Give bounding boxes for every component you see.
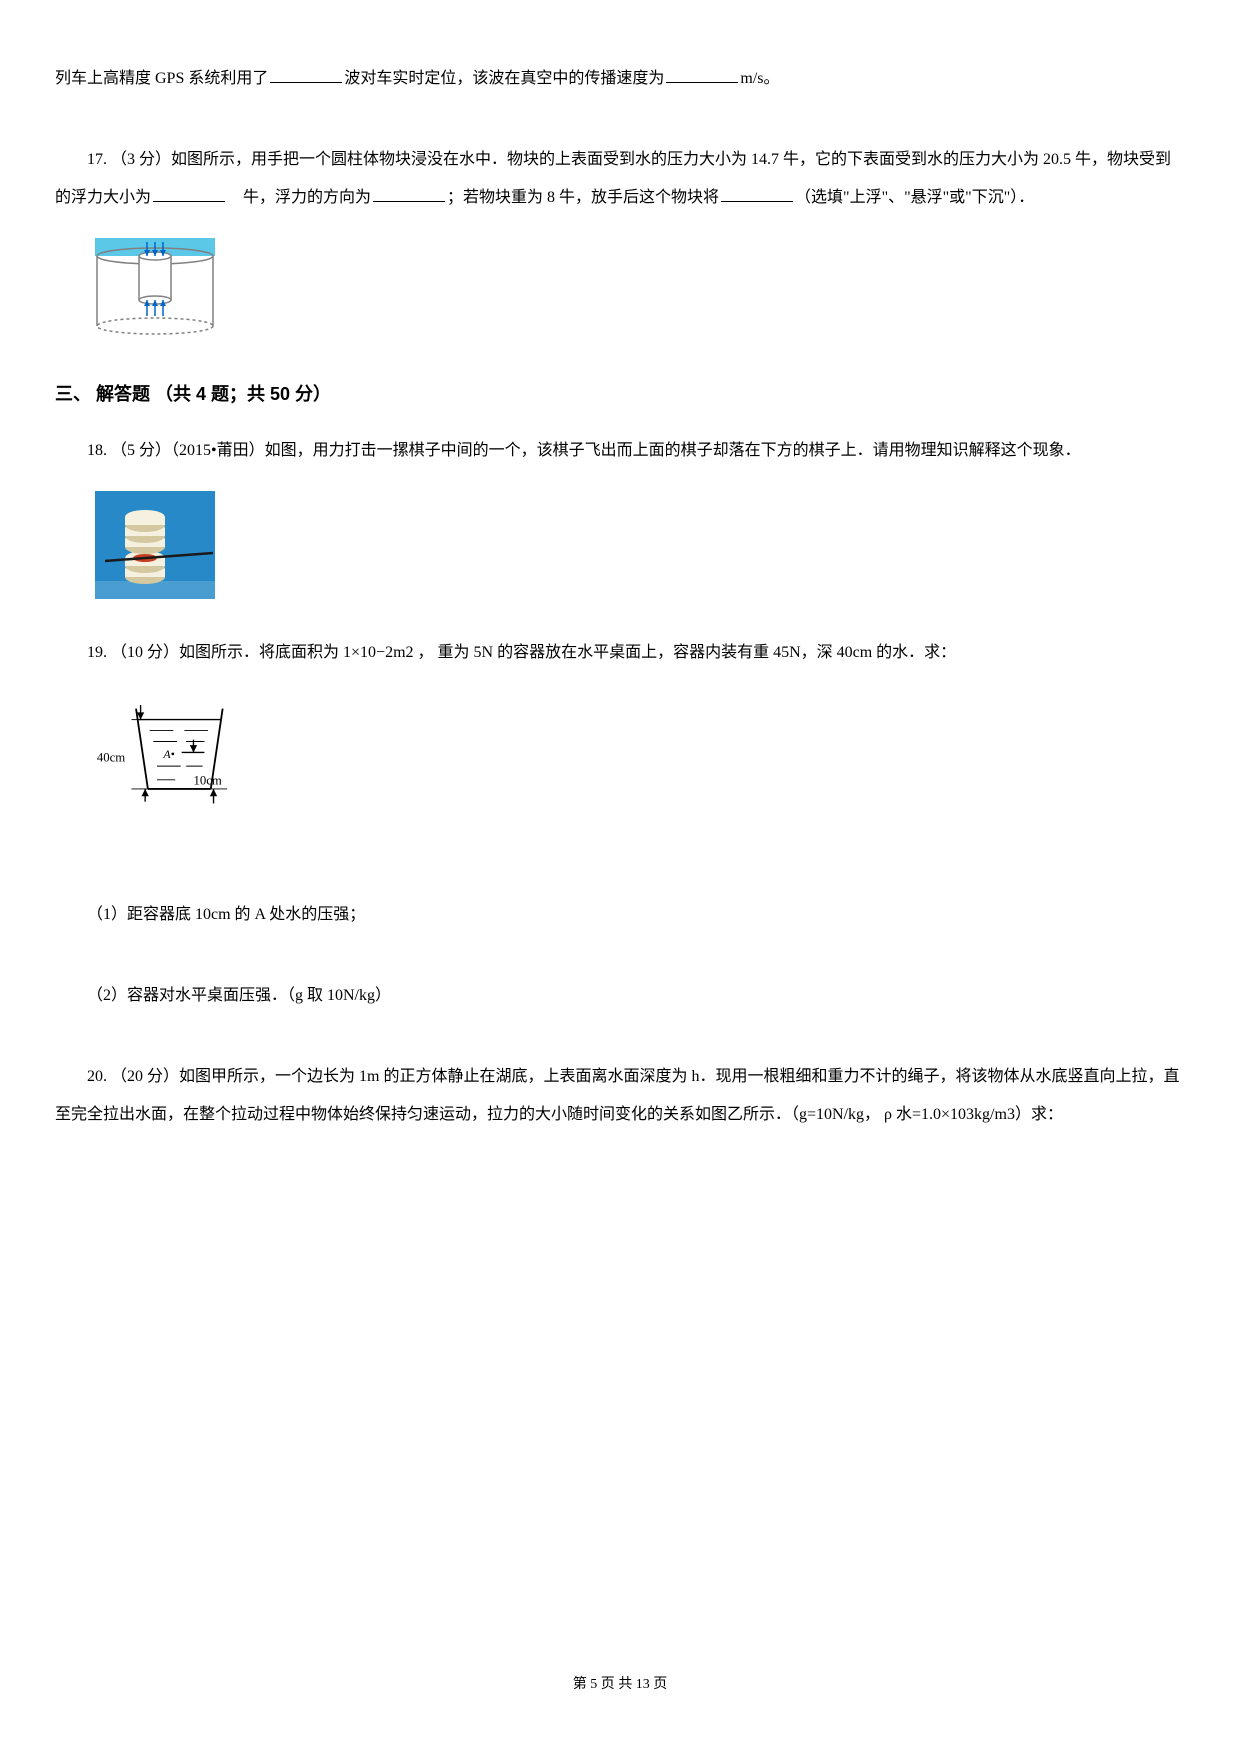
blank-q17-1 [153,186,225,202]
q20-number: 20. [87,1068,111,1085]
q18-figure [95,491,1185,614]
q18-body: 如图，用力打击一摞棋子中间的一个，该棋子飞出而上面的棋子却落在下方的棋子上．请用… [265,442,1081,459]
water-container-icon: A• 40cm 10cm [95,692,250,822]
q17-text3: ；若物块重为 8 牛，放手后这个物块将 [447,189,719,206]
footer-suffix: 页 [650,1677,668,1692]
page-footer: 第 5 页 共 13 页 [0,1673,1240,1693]
q16-suffix: m/s。 [740,70,779,87]
footer-mid: 页 共 [597,1677,636,1692]
cylinder-in-water-icon [95,238,215,338]
svg-text:10cm: 10cm [193,774,221,788]
q17-number: 17. [87,151,111,168]
q16-pre: 列车上高精度 GPS 系统利用了 [55,70,268,87]
q20-points: （20 分） [111,1068,179,1085]
section-3-title: 三、 解答题 （共 4 题；共 50 分） [55,373,1185,416]
q17-points: （3 分） [111,151,171,168]
q17-text4: （选填"上浮"、"悬浮"或"下沉"）． [795,189,1034,206]
q19-text: 19. （10 分）如图所示．将底面积为 1×10−2m2 ， 重为 5N 的容… [55,634,1185,672]
q19-sub1: （1）距容器底 10cm 的 A 处水的压强； [55,896,1185,934]
q19-figure: A• 40cm 10cm [95,692,1185,837]
footer-total: 13 [636,1677,650,1692]
blank-q17-3 [721,186,793,202]
page-content: 列车上高精度 GPS 系统利用了 波对车实时定位，该波在真空中的传播速度为 m/s。… [55,60,1185,1134]
q20-text: 20. （20 分）如图甲所示，一个边长为 1m 的正方体静止在湖底，上表面离水… [55,1058,1185,1135]
q16-mid: 波对车实时定位，该波在真空中的传播速度为 [344,70,664,87]
q17-text: 17. （3 分）如图所示，用手把一个圆柱体物块浸没在水中．物块的上表面受到水的… [55,141,1185,218]
q20-body: 如图甲所示，一个边长为 1m 的正方体静止在湖底，上表面离水面深度为 h．现用一… [55,1068,1179,1123]
blank-q17-2 [373,186,445,202]
q16-tail: 列车上高精度 GPS 系统利用了 波对车实时定位，该波在真空中的传播速度为 m/s。 [55,60,1185,98]
q18-text: 18. （5 分）（2015•莆田）如图，用力打击一摞棋子中间的一个，该棋子飞出… [55,432,1185,470]
q17-text2: 牛，浮力的方向为 [227,189,371,206]
q19-sub2: （2）容器对水平桌面压强．（g 取 10N/kg） [55,977,1185,1015]
blank-q16-2 [666,67,738,83]
q19-number: 19. [87,644,111,661]
q18-number: 18. [87,442,111,459]
blank-q16-1 [270,67,342,83]
q19-points: （10 分） [111,644,179,661]
checkers-stack-icon [95,491,215,599]
svg-text:A•: A• [162,747,174,761]
q18-points: （5 分） [111,442,171,459]
footer-prefix: 第 [573,1677,591,1692]
svg-text:40cm: 40cm [97,751,125,765]
q19-body: 如图所示．将底面积为 1×10−2m2 ， 重为 5N 的容器放在水平桌面上，容… [179,644,956,661]
q17-figure [95,238,1185,353]
q18-source: （2015•莆田） [171,442,265,459]
